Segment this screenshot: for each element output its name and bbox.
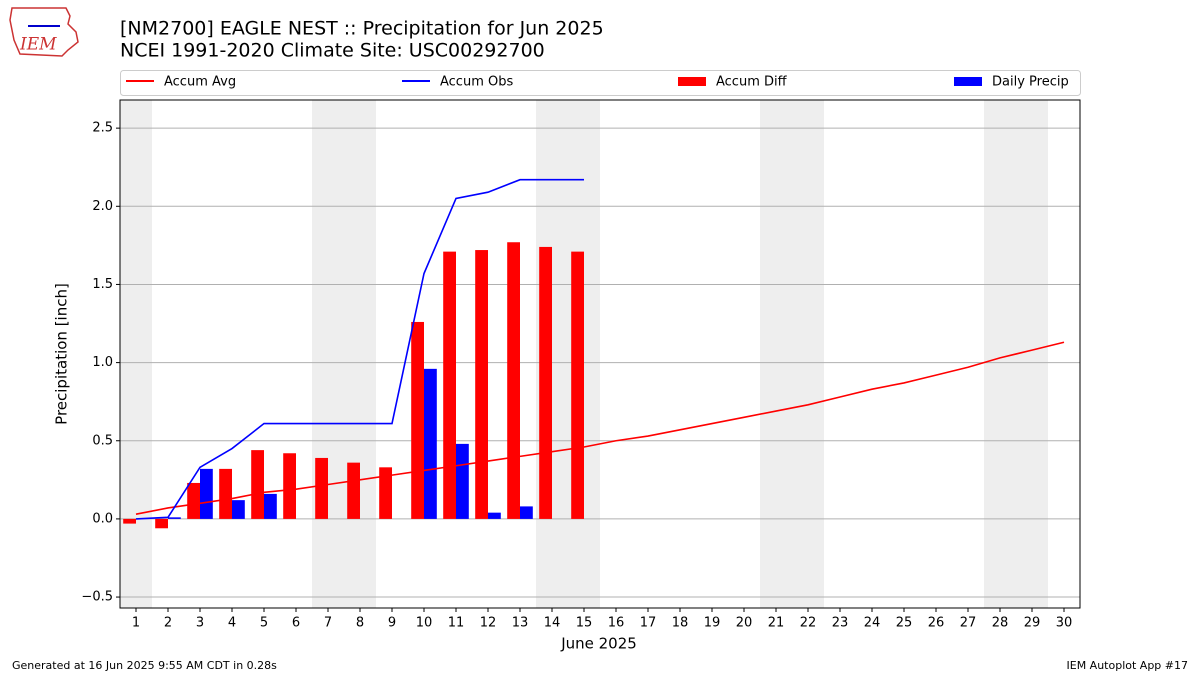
legend-swatch	[678, 77, 706, 86]
weekend-shade	[792, 100, 824, 608]
x-tick-label: 22	[800, 616, 817, 631]
logo: IEM	[9, 7, 79, 57]
bar	[347, 462, 360, 519]
x-tick-label: 5	[260, 616, 268, 631]
weekend-shade	[120, 100, 152, 608]
x-tick-label: 23	[832, 616, 849, 631]
x-tick-label: 14	[544, 616, 561, 631]
footer-right: IEM Autoplot App #17	[1067, 659, 1189, 672]
bar	[571, 251, 584, 519]
x-tick-label: 11	[448, 616, 465, 631]
y-tick-label: 0.5	[92, 433, 113, 448]
x-tick-label: 28	[992, 616, 1009, 631]
x-tick-label: 9	[388, 616, 396, 631]
bar	[232, 500, 245, 519]
x-tick-label: 6	[292, 616, 300, 631]
bar	[424, 368, 437, 519]
bar	[539, 246, 552, 519]
x-tick-label: 16	[608, 616, 625, 631]
x-tick-label: 8	[356, 616, 364, 631]
weekend-shade	[344, 100, 376, 608]
x-axis-label: June 2025	[560, 635, 637, 653]
bar	[315, 457, 328, 519]
weekend-shade	[1016, 100, 1048, 608]
bar	[200, 468, 213, 519]
x-tick-label: 27	[960, 616, 977, 631]
bar	[123, 518, 136, 524]
x-tick-label: 30	[1056, 616, 1073, 631]
legend	[120, 70, 1081, 96]
bar	[283, 453, 296, 519]
legend-swatch	[954, 77, 982, 86]
x-tick-label: 4	[228, 616, 236, 631]
x-tick-label: 21	[768, 616, 785, 631]
x-tick-label: 26	[928, 616, 945, 631]
footer-left: Generated at 16 Jun 2025 9:55 AM CDT in …	[12, 659, 277, 672]
x-tick-label: 19	[704, 616, 721, 631]
bar	[251, 450, 264, 519]
bar	[168, 517, 181, 519]
x-tick-label: 12	[480, 616, 497, 631]
weekend-shade	[312, 100, 344, 608]
x-tick-label: 7	[324, 616, 332, 631]
x-tick-label: 13	[512, 616, 529, 631]
plot-frame	[119, 99, 1081, 609]
weekend-shade	[760, 100, 792, 608]
line	[135, 178, 584, 520]
chart-title: [NM2700] EAGLE NEST :: Precipitation for…	[120, 18, 604, 40]
x-tick-label: 20	[736, 616, 753, 631]
y-tick-label: −0.5	[81, 590, 113, 605]
x-tick-label: 2	[164, 616, 172, 631]
chart-subtitle: NCEI 1991-2020 Climate Site: USC00292700	[120, 40, 545, 62]
bar	[443, 251, 456, 519]
logo-text: IEM	[19, 35, 57, 55]
x-tick-label: 18	[672, 616, 689, 631]
y-tick-label: 2.0	[92, 199, 113, 214]
bar	[219, 468, 232, 519]
legend-label: Accum Obs	[440, 75, 513, 90]
bar	[456, 443, 469, 519]
x-tick-label: 15	[576, 616, 593, 631]
x-tick-label: 25	[896, 616, 913, 631]
y-tick-label: 0.0	[92, 511, 113, 526]
bar	[379, 467, 392, 519]
bar	[520, 506, 533, 519]
bar	[187, 482, 200, 519]
x-tick-label: 17	[640, 616, 657, 631]
x-tick-label: 29	[1024, 616, 1041, 631]
x-tick-label: 24	[864, 616, 881, 631]
legend-label: Daily Precip	[992, 75, 1069, 90]
y-axis-label: Precipitation [inch]	[53, 283, 71, 425]
bar	[507, 242, 520, 519]
y-tick-label: 1.0	[92, 355, 113, 370]
x-tick-label: 10	[416, 616, 433, 631]
bar	[475, 250, 488, 519]
logo-outline	[9, 7, 79, 57]
bar	[488, 512, 501, 519]
x-tick-label: 3	[196, 616, 204, 631]
x-tick-label: 1	[132, 616, 140, 631]
legend-label: Accum Avg	[164, 75, 236, 90]
bar	[411, 321, 424, 519]
bar	[264, 493, 277, 519]
y-tick-label: 1.5	[92, 277, 113, 292]
weekend-shade	[984, 100, 1016, 608]
legend-label: Accum Diff	[716, 75, 788, 90]
y-tick-label: 2.5	[92, 121, 113, 136]
bar	[155, 518, 168, 529]
line	[135, 341, 1065, 516]
